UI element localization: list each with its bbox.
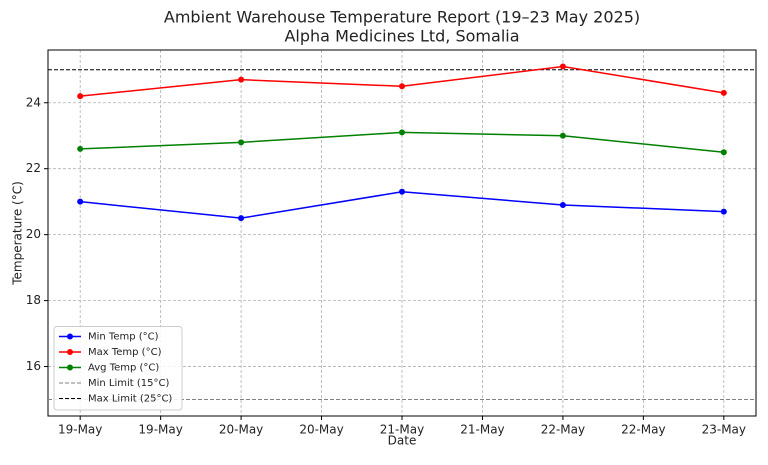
legend-marker — [67, 349, 73, 355]
chart-title: Ambient Warehouse Temperature Report (19… — [164, 8, 640, 27]
y-tick-label: 24 — [26, 95, 41, 109]
data-point — [399, 188, 405, 195]
data-point — [77, 198, 84, 205]
legend-label: Max Limit (25°C) — [88, 394, 172, 405]
x-axis-label: Date — [388, 434, 417, 448]
data-point — [559, 201, 566, 208]
legend-label: Min Limit (15°C) — [88, 378, 170, 389]
legend-marker — [67, 364, 73, 371]
legend-label: Avg Temp (°C) — [88, 363, 159, 374]
legend-box — [53, 326, 183, 411]
y-tick-label: 20 — [26, 227, 41, 241]
data-point — [399, 129, 405, 136]
data-point — [238, 139, 245, 146]
data-point — [77, 145, 84, 152]
x-tick-label: 21-May — [380, 423, 424, 437]
x-tick-label: 22-May — [621, 423, 665, 437]
data-point — [399, 83, 405, 90]
x-tick-label: 21-May — [460, 423, 504, 437]
data-point — [559, 132, 566, 139]
y-tick-label: 18 — [26, 293, 41, 307]
x-tick-label: 20-May — [219, 423, 263, 437]
data-point — [77, 93, 84, 100]
plot-frame — [47, 49, 757, 417]
y-axis-label: Temperature (°C) — [11, 181, 25, 286]
legend-label: Max Temp (°C) — [88, 347, 162, 358]
legend-marker — [67, 333, 73, 340]
data-point — [720, 89, 727, 96]
legend-label: Min Temp (°C) — [88, 332, 159, 343]
x-tick-label: 23-May — [702, 423, 746, 437]
chart-subtitle: Alpha Medicines Ltd, Somalia — [284, 27, 519, 46]
x-tick-label: 20-May — [299, 423, 343, 437]
data-point — [238, 76, 245, 83]
x-tick-label: 19-May — [138, 423, 182, 437]
data-point — [238, 215, 245, 222]
data-point — [559, 63, 566, 70]
y-tick-label: 16 — [26, 359, 41, 373]
y-tick-label: 22 — [26, 161, 41, 175]
x-tick-label: 22-May — [541, 423, 585, 437]
x-tick-label: 19-May — [58, 423, 102, 437]
data-point — [720, 208, 727, 215]
data-point — [720, 149, 727, 156]
